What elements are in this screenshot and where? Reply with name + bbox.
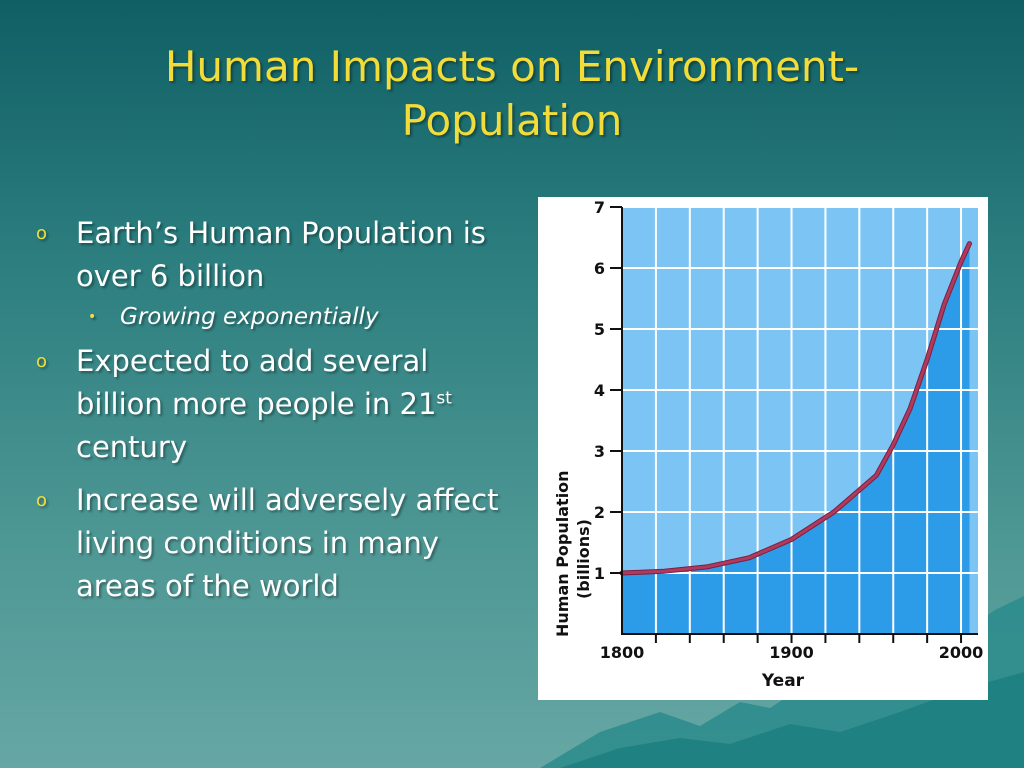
population-curve — [620, 242, 971, 575]
sub-bullet-text: Growing exponentially — [120, 304, 379, 330]
sub-bullet-marker-icon: • — [88, 309, 97, 325]
slide-title: Human Impacts on Environment- Population — [0, 40, 1024, 148]
ordinal-superscript: st — [436, 388, 452, 409]
x-tick-label: 2000 — [939, 643, 984, 662]
y-tick-label: 5 — [594, 320, 605, 339]
x-tick-label: 1900 — [769, 643, 814, 662]
y-tick-label: 2 — [594, 503, 605, 522]
plot-area: 1 2 3 4 5 6 7 1800 1900 2000 — [594, 198, 983, 662]
bullet-text: Earth’s Human Population is over 6 billi… — [76, 216, 486, 293]
bullet-item: o Earth’s Human Population is over 6 bil… — [30, 212, 520, 298]
bullet-item: o Increase will adversely affect living … — [30, 479, 520, 608]
y-tick-label: 7 — [594, 198, 605, 217]
y-tick-label: 1 — [594, 564, 605, 583]
bullet-item: o Expected to add several billion more p… — [30, 340, 520, 469]
bullet-text: Increase will adversely affect living co… — [76, 483, 499, 603]
y-tick-label: 3 — [594, 442, 605, 461]
bullet-text-part: Expected to add several billion more peo… — [76, 344, 437, 421]
title-line-1: Human Impacts on Environment- — [164, 42, 860, 91]
y-axis-units: (billions) — [574, 519, 593, 599]
population-chart: 1 2 3 4 5 6 7 1800 1900 2000 Human Population (bi… — [538, 197, 988, 700]
population-area — [622, 243, 970, 634]
sub-bullet-item: • Growing exponentially — [30, 300, 520, 334]
bullet-marker-icon: o — [36, 351, 48, 372]
bullet-marker-icon: o — [36, 223, 48, 244]
title-line-2: Population — [401, 96, 623, 145]
y-tick-label: 6 — [594, 259, 605, 278]
bullet-text: Expected to add several billion more peo… — [76, 344, 452, 464]
bullet-text-part: century — [76, 430, 188, 464]
y-axis-title: Human Population — [553, 470, 572, 637]
y-tick-label: 4 — [594, 381, 605, 400]
bullet-marker-icon: o — [36, 490, 48, 511]
x-axis-title: Year — [761, 671, 805, 691]
bullet-list: o Earth’s Human Population is over 6 bil… — [30, 212, 520, 618]
x-tick-label: 1800 — [600, 643, 645, 662]
